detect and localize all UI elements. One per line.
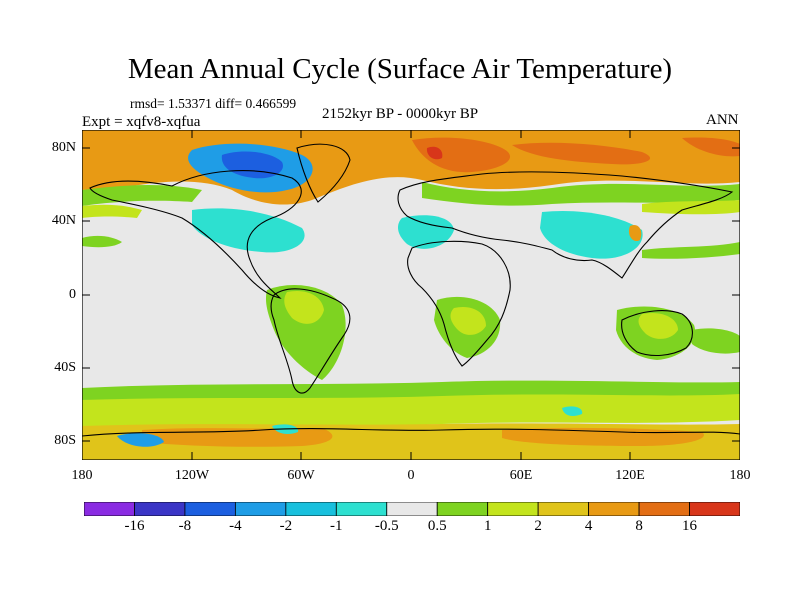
nh-mid-lat-warm	[82, 182, 740, 206]
coast-greenland	[296, 143, 351, 203]
colorbar-swatch	[234, 502, 287, 516]
colorbar-tick-label: 8	[635, 518, 643, 534]
nh-ocean-warm-band	[82, 200, 740, 218]
arctic-strong-warm-region	[412, 137, 740, 173]
colorbar-tick-label: 1	[483, 518, 492, 534]
lat-label-40s: 40S	[54, 360, 76, 375]
colorbar-tick-label: -8	[178, 518, 192, 534]
colorbar-tick-label: -1	[330, 518, 343, 534]
colorbar-swatch	[638, 502, 690, 516]
lon-label-180e: 180	[729, 468, 751, 483]
stats-text: rmsd= 1.53371 diff= 0.466599	[130, 96, 297, 111]
colorbar-tick-label: -4	[229, 518, 242, 534]
colorbar-tick-label: -2	[279, 518, 293, 534]
colorbar-swatch	[285, 502, 337, 516]
chart-title: Mean Annual Cycle (Surface Air Temperatu…	[127, 53, 673, 85]
lon-label-120e: 120E	[615, 468, 645, 483]
colorbar-swatch	[184, 502, 236, 516]
season-label: ANN	[706, 112, 739, 128]
africa-warmer	[450, 306, 486, 335]
colorbar-tick-label: 0.5	[427, 518, 447, 534]
colorbar-swatch	[537, 502, 590, 516]
colorbar-tick-label: 16	[682, 518, 698, 534]
lon-label-180w: 180	[71, 468, 93, 483]
southern-ocean-green	[82, 380, 740, 400]
lat-label-80s: 80S	[54, 433, 76, 448]
europe-cool	[397, 215, 454, 249]
colorbar-tick-label: -16	[124, 518, 145, 534]
east-asia-warm-spot	[628, 224, 642, 242]
colorbar-tick-label: 4	[584, 518, 593, 534]
colorbar-tick-label: 2	[534, 518, 542, 534]
colorbar-swatch	[134, 502, 186, 516]
colorbar-swatch	[386, 502, 438, 516]
lon-label-60e: 60E	[509, 468, 533, 483]
period-label: 2152kyr BP - 0000kyr BP	[322, 106, 479, 122]
lon-label-120w: 120W	[174, 468, 210, 483]
australia-warmer	[638, 312, 678, 339]
colorbar-swatch	[84, 502, 135, 516]
south-america-warm	[265, 285, 346, 380]
colorbar-tick-label: -0.5	[374, 518, 399, 534]
pacific-nw-cool	[642, 242, 740, 259]
colorbar-swatch	[588, 502, 640, 516]
lon-label-60w: 60W	[287, 468, 315, 483]
antarctic-cold-spot	[117, 433, 164, 447]
coastlines	[82, 143, 740, 437]
experiment-label: Expt = xqfv8-xqfua	[82, 114, 201, 130]
lat-label-80n: 80N	[51, 140, 76, 155]
south-america-warmer	[284, 290, 324, 324]
coast-eurasia	[397, 171, 734, 279]
lat-label-40n: 40N	[51, 213, 76, 228]
coast-australia	[621, 310, 693, 357]
greenland-very-cold	[221, 151, 283, 179]
coast-antarctica	[82, 428, 740, 437]
tropical-pacific-patch	[82, 235, 122, 248]
coast-africa	[407, 240, 511, 367]
colorbar-swatch	[487, 502, 539, 516]
colorbar-swatch	[436, 502, 489, 516]
southern-ocean-band	[82, 390, 740, 426]
north-america-cool	[192, 208, 305, 253]
lon-label-0: 0	[407, 468, 415, 483]
colorbar-swatch	[689, 502, 740, 516]
axis-ticks	[82, 130, 740, 460]
temperature-map	[82, 130, 740, 460]
arctic-hot-spot	[426, 146, 443, 160]
lat-label-0: 0	[69, 287, 76, 302]
colorbar-swatch	[335, 502, 388, 516]
colorbar	[84, 502, 740, 516]
coast-north-america	[89, 170, 302, 299]
asia-cool	[540, 210, 643, 259]
coast-south-america	[270, 288, 351, 394]
